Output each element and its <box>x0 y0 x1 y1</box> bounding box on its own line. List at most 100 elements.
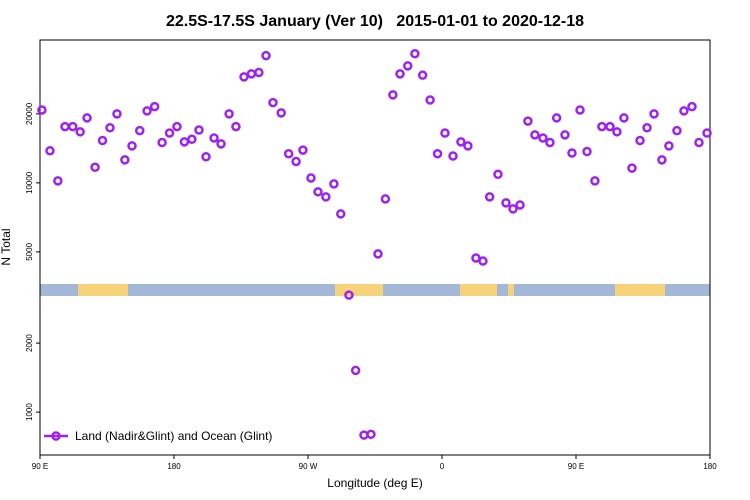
point <box>329 179 339 189</box>
point <box>201 152 211 162</box>
point <box>350 365 361 376</box>
point <box>231 121 241 132</box>
point <box>321 192 331 202</box>
point <box>298 145 308 155</box>
point <box>82 113 92 123</box>
point <box>410 48 420 59</box>
point <box>142 106 152 116</box>
point <box>448 151 458 161</box>
land-patch <box>508 284 514 296</box>
point <box>642 122 652 133</box>
point <box>635 135 645 146</box>
point <box>306 173 316 183</box>
point <box>395 69 405 79</box>
point <box>373 249 383 259</box>
point <box>164 128 175 138</box>
point <box>209 133 219 143</box>
point <box>388 90 398 100</box>
x-tick-label: 90 W <box>299 462 318 471</box>
point <box>605 121 615 132</box>
plot-frame <box>39 39 711 456</box>
point <box>657 155 667 165</box>
y-tick-label: 10000 <box>25 171 34 194</box>
point <box>493 169 503 180</box>
point <box>45 146 55 156</box>
point <box>478 256 488 266</box>
point <box>157 137 167 148</box>
point <box>484 192 495 202</box>
point <box>523 116 533 126</box>
point <box>417 70 428 80</box>
point <box>582 146 592 157</box>
point <box>612 127 622 137</box>
point <box>530 130 540 140</box>
x-tick-label: 0 <box>440 462 445 471</box>
x-tick-label: 90 E <box>32 462 48 471</box>
point <box>276 108 286 118</box>
point <box>672 125 682 136</box>
point <box>37 105 47 115</box>
point <box>597 121 607 132</box>
point <box>261 50 271 61</box>
land-patch <box>460 284 497 296</box>
point <box>254 67 264 78</box>
point <box>75 127 85 137</box>
y-tick-label: 5000 <box>25 242 34 260</box>
point <box>68 121 78 132</box>
land-patch <box>78 284 128 296</box>
point <box>590 176 600 186</box>
point <box>336 209 346 219</box>
x-tick-label: 180 <box>703 462 717 471</box>
point <box>344 290 354 300</box>
point <box>432 148 443 159</box>
point <box>291 156 301 167</box>
point <box>60 121 70 132</box>
point <box>120 155 130 165</box>
point <box>194 125 204 135</box>
land-patch <box>615 284 665 296</box>
point <box>172 121 182 132</box>
point <box>560 130 570 140</box>
y-axis-label: N Total <box>0 228 13 265</box>
point <box>687 101 697 112</box>
point <box>135 125 145 136</box>
point <box>627 163 637 173</box>
point <box>702 128 712 138</box>
point <box>538 133 548 143</box>
legend-label: Land (Nadir&Glint) and Ocean (Glint) <box>75 429 272 443</box>
point <box>268 97 278 108</box>
point <box>575 105 585 115</box>
point <box>456 137 466 147</box>
point <box>403 61 413 71</box>
legend-marker <box>51 431 61 441</box>
point <box>679 106 689 116</box>
point <box>53 176 63 186</box>
x-tick-label: 90 E <box>568 462 584 471</box>
point <box>112 109 122 119</box>
y-tick-label: 2000 <box>25 334 34 352</box>
point <box>283 148 294 159</box>
surface-band <box>40 284 710 296</box>
point <box>463 141 473 151</box>
point <box>380 194 391 204</box>
point <box>216 139 226 149</box>
point <box>694 137 704 148</box>
point <box>224 109 234 119</box>
point <box>545 137 555 148</box>
point <box>425 95 435 105</box>
point <box>246 69 257 79</box>
point <box>515 200 525 210</box>
point <box>127 141 137 151</box>
chart-title: 22.5S-17.5S January (Ver 10) 2015-01-01 … <box>166 13 584 30</box>
point <box>664 141 674 151</box>
point <box>619 113 629 123</box>
point <box>501 198 511 208</box>
point <box>187 134 197 144</box>
point <box>366 429 376 440</box>
y-tick-label: 1000 <box>25 403 34 421</box>
x-tick-label: 180 <box>167 462 181 471</box>
point <box>90 162 100 172</box>
point <box>149 101 160 112</box>
point <box>551 113 562 123</box>
